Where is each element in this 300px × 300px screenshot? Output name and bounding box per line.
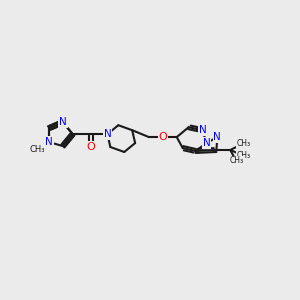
Text: N: N <box>45 137 53 147</box>
Text: N: N <box>202 138 210 148</box>
Text: CH₃: CH₃ <box>29 145 45 154</box>
Text: N: N <box>103 129 111 139</box>
Text: O: O <box>86 142 95 152</box>
Text: CH₃: CH₃ <box>237 152 251 160</box>
Text: N: N <box>199 125 206 135</box>
Text: CH₃: CH₃ <box>237 139 251 148</box>
Text: N: N <box>214 132 221 142</box>
Text: O: O <box>158 132 167 142</box>
Text: N: N <box>59 117 67 127</box>
Text: CH₃: CH₃ <box>229 156 243 165</box>
